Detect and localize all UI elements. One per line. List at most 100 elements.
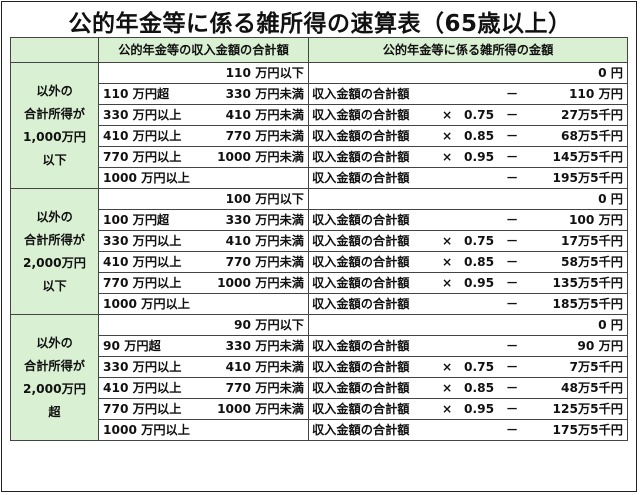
income-range-cell: 1000 万円以上 <box>98 293 309 315</box>
group-label-line: 以外の <box>36 83 73 98</box>
formula-expression: 収入金額の合計額 <box>312 297 410 311</box>
deduction-amount: 100 万円 <box>568 213 623 227</box>
income-from: 1000 万円以上 <box>103 297 190 311</box>
formula-expression: 収入金額の合計額 <box>312 108 410 122</box>
income-range-cell: 100 万円以下 <box>98 188 309 210</box>
table-row: 410 万円以上 770 万円未満 収入金額の合計額 × 0.85 － 48万5千円 <box>11 377 628 399</box>
income-from: 770 万円以上 <box>103 150 182 164</box>
table-row: 330 万円以上 410 万円未満 収入金額の合計額 × 0.75 － 17万5千円 <box>11 230 628 252</box>
group-label-line: 以下 <box>42 278 67 293</box>
multiply-sign: × <box>442 255 453 269</box>
misc-income-cell: 0 円 <box>308 62 628 84</box>
multiply-sign: × <box>442 381 453 395</box>
income-from: 90 万円超 <box>103 339 161 353</box>
income-from: 770 万円以上 <box>103 402 182 416</box>
formula-expression: 収入金額の合計額 <box>312 171 410 185</box>
income-to: 770 万円未満 <box>225 381 304 395</box>
income-to: 410 万円未満 <box>225 108 304 122</box>
group-label-line: 合計所得が <box>24 358 85 373</box>
income-range-cell: 90 万円以下 <box>98 314 309 336</box>
minus-sign: － <box>506 255 519 269</box>
table-row: 以外の 合計所得が 1,000万円 以下 110 万円以下 0 円 <box>10 62 628 189</box>
income-to: 90 万円以下 <box>234 318 304 332</box>
misc-income-cell: 0 円 <box>308 188 628 210</box>
multiply-sign: × <box>442 276 453 290</box>
misc-income-cell: 収入金額の合計額 × 0.75 － 7万5千円 <box>308 356 628 378</box>
group-label-line: 以外の <box>36 209 73 224</box>
formula-expression: 収入金額の合計額 <box>312 339 410 353</box>
page-title: 公的年金等に係る雑所得の速算表（65歳以上） <box>68 11 572 37</box>
rate-value: 0.75 <box>464 360 495 374</box>
rate-table: 公的年金等の収入金額の合計額 公的年金等に係る雑所得の金額 以外の 合計所得が 1,… <box>10 37 628 441</box>
deduction-amount: 0 円 <box>598 318 623 332</box>
income-range-cell: 770 万円以上 1000 万円未満 <box>98 146 309 168</box>
table-row: 100 万円超 330 万円未満 収入金額の合計額 － 100 万円 <box>11 209 628 231</box>
table-body: 以外の 合計所得が 1,000万円 以下 110 万円以下 0 円 110 万円超 330 万… <box>10 62 628 441</box>
misc-income-cell: 0 円 <box>308 314 628 336</box>
minus-sign: － <box>506 402 519 416</box>
header-group-cell <box>10 37 99 63</box>
income-from: 410 万円以上 <box>103 255 182 269</box>
income-from: 410 万円以上 <box>103 381 182 395</box>
income-range-cell: 110 万円超 330 万円未満 <box>98 83 309 105</box>
income-from: 330 万円以上 <box>103 234 182 248</box>
income-range-cell: 90 万円超 330 万円未満 <box>98 335 309 357</box>
minus-sign: － <box>506 171 519 185</box>
income-from: 1000 万円以上 <box>103 171 190 185</box>
misc-income-cell: 収入金額の合計額 － 100 万円 <box>308 209 628 231</box>
deduction-amount: 48万5千円 <box>560 381 623 395</box>
minus-sign: － <box>506 381 519 395</box>
table-row: 770 万円以上 1000 万円未満 収入金額の合計額 × 0.95 － 125万5千円 <box>11 398 628 420</box>
table-row: 以外の 合計所得が 2,000万円超 90 万円以下 0 円 <box>10 314 628 441</box>
formula-expression: 収入金額の合計額 <box>312 234 410 248</box>
group-label: 以外の 合計所得が 2,000万円 以下 <box>10 188 99 315</box>
deduction-amount: 135万5千円 <box>552 276 623 290</box>
formula-expression: 収入金額の合計額 <box>312 360 410 374</box>
table-row: 1000 万円以上 収入金額の合計額 － 195万5千円 <box>11 167 628 189</box>
table-row: 770 万円以上 1000 万円未満 収入金額の合計額 × 0.95 － 145万5千円 <box>11 146 628 168</box>
deduction-amount: 110 万円 <box>568 87 623 101</box>
misc-income-cell: 収入金額の合計額 × 0.85 － 48万5千円 <box>308 377 628 399</box>
income-to: 1000 万円未満 <box>217 276 304 290</box>
table-row: 410 万円以上 770 万円未満 収入金額の合計額 × 0.85 － 58万5千円 <box>11 251 628 273</box>
rate-value: 0.85 <box>464 381 495 395</box>
income-from: 770 万円以上 <box>103 276 182 290</box>
table-row: 110 万円超 330 万円未満 収入金額の合計額 － 110 万円 <box>11 83 628 105</box>
income-range-cell: 330 万円以上 410 万円未満 <box>98 230 309 252</box>
deduction-amount: 185万5千円 <box>552 297 623 311</box>
income-range-cell: 410 万円以上 770 万円未満 <box>98 251 309 273</box>
income-from: 330 万円以上 <box>103 360 182 374</box>
group-label-line: 超 <box>48 404 61 419</box>
income-from: 410 万円以上 <box>103 129 182 143</box>
income-from: 110 万円超 <box>103 87 170 101</box>
rate-value: 0.85 <box>464 129 495 143</box>
table-row: 1000 万円以上 収入金額の合計額 － 175万5千円 <box>11 419 628 441</box>
multiply-sign: × <box>442 234 453 248</box>
multiply-sign: × <box>442 108 453 122</box>
group-label: 以外の 合計所得が 1,000万円 以下 <box>10 62 99 189</box>
formula-expression: 収入金額の合計額 <box>312 150 410 164</box>
deduction-amount: 175万5千円 <box>552 423 623 437</box>
formula-expression: 収入金額の合計額 <box>312 402 410 416</box>
income-range-cell: 330 万円以上 410 万円未満 <box>98 356 309 378</box>
minus-sign: － <box>506 423 519 437</box>
income-to: 330 万円未満 <box>225 213 304 227</box>
minus-sign: － <box>506 213 519 227</box>
group-label: 以外の 合計所得が 2,000万円超 <box>10 314 99 441</box>
deduction-amount: 0 円 <box>598 192 623 206</box>
minus-sign: － <box>506 276 519 290</box>
table-row: 330 万円以上 410 万円未満 収入金額の合計額 × 0.75 － 27万5千円 <box>11 104 628 126</box>
formula-expression: 収入金額の合計額 <box>312 276 410 290</box>
misc-income-cell: 収入金額の合計額 － 110 万円 <box>308 83 628 105</box>
minus-sign: － <box>506 87 519 101</box>
rate-value: 0.95 <box>464 402 495 416</box>
deduction-amount: 90 万円 <box>577 339 623 353</box>
income-from: 100 万円超 <box>103 213 170 227</box>
group-label-line: 1,000万円 <box>23 129 86 144</box>
income-range-cell: 110 万円以下 <box>98 62 309 84</box>
minus-sign: － <box>506 339 519 353</box>
deduction-amount: 27万5千円 <box>560 108 623 122</box>
table-header-row: 公的年金等の収入金額の合計額 公的年金等に係る雑所得の金額 <box>10 37 628 63</box>
multiply-sign: × <box>442 150 453 164</box>
rate-value: 0.85 <box>464 255 495 269</box>
